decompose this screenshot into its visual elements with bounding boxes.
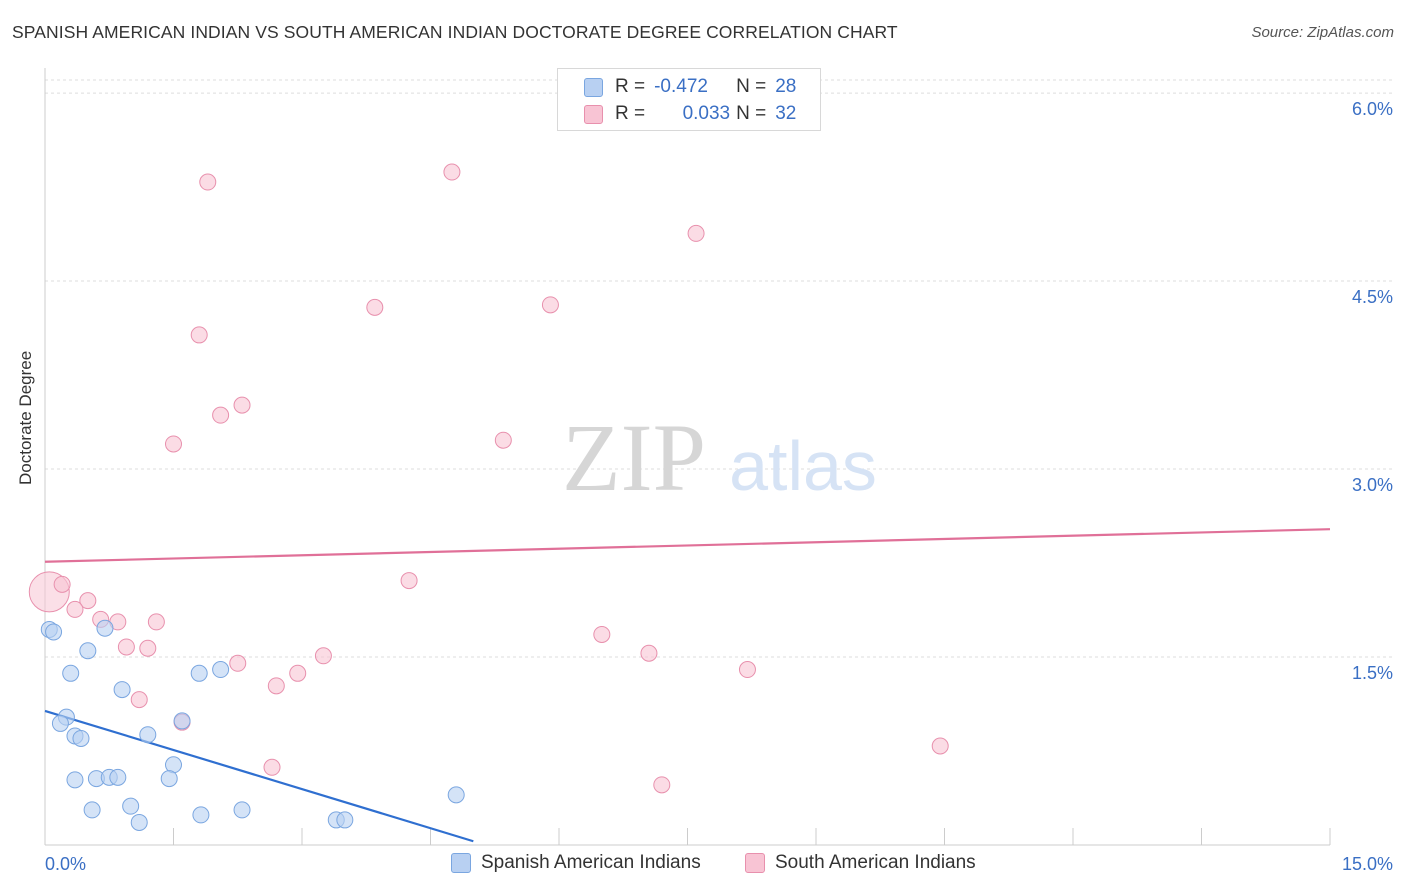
blue-data-point [122, 797, 140, 815]
pink-data-point [66, 600, 84, 618]
pink-data-point [233, 396, 251, 414]
data-points [28, 163, 949, 831]
pink-data-point [494, 431, 512, 449]
legend-row-blue: R = -0.472 N = 28 [584, 75, 796, 99]
blue-data-point [139, 726, 157, 744]
pink-data-point [653, 776, 671, 794]
legend-n-label: N = [736, 103, 767, 124]
pink-data-point [117, 638, 135, 656]
source-label: Source: ZipAtlas.com [1251, 24, 1394, 41]
blue-data-point [96, 619, 114, 637]
pink-data-point [130, 691, 148, 709]
pink-data-point [229, 654, 247, 672]
legend-swatch-blue [451, 853, 471, 873]
pink-data-point [400, 572, 418, 590]
pink-data-point [640, 644, 658, 662]
pink-data-point [289, 664, 307, 682]
pink-data-point [267, 677, 285, 695]
watermark-zip: ZIP [562, 404, 706, 511]
legend-n-label: N = [736, 76, 767, 97]
pink-data-point [314, 647, 332, 665]
x-tick-label: 15.0% [1342, 854, 1393, 874]
blue-data-point [51, 714, 69, 732]
blue-data-point [109, 768, 127, 786]
trend-lines [44, 528, 1331, 843]
legend-swatch-pink [584, 104, 603, 124]
y-tick-label: 3.0% [1352, 475, 1393, 495]
legend-r-value: 0.033 [682, 103, 731, 124]
chart-title: SPANISH AMERICAN INDIAN VS SOUTH AMERICA… [12, 22, 898, 42]
blue-data-point [336, 811, 354, 829]
pink-data-point [53, 575, 71, 593]
blue-data-point [66, 771, 84, 789]
blue-trend-line [44, 709, 474, 843]
pink-data-point [212, 406, 230, 424]
legend-item-south: South American Indians [745, 852, 976, 874]
legend-r-value: -0.472 [654, 76, 708, 97]
legend-r-label: R = [615, 103, 646, 124]
blue-data-point [83, 801, 101, 819]
legend-item-spanish: Spanish American Indians [451, 852, 701, 874]
legend-label-spanish: Spanish American Indians [481, 852, 701, 873]
y-tick-label: 4.5% [1352, 287, 1393, 307]
blue-data-point [212, 661, 230, 679]
pink-data-point [199, 173, 217, 191]
y-axis-label: Doctorate Degree [16, 350, 35, 485]
watermark: ZIP atlas [562, 404, 877, 511]
blue-data-point [45, 623, 63, 641]
pink-data-point [738, 661, 756, 679]
legend-swatch-pink [745, 853, 765, 873]
legend-n-value: 32 [775, 103, 797, 124]
blue-data-point [72, 729, 90, 747]
pink-data-point [147, 613, 165, 631]
pink-data-point [931, 737, 949, 755]
pink-data-point [263, 758, 281, 776]
legend-n-value: 28 [775, 76, 797, 97]
pink-data-point [541, 296, 559, 314]
blue-data-point [173, 712, 191, 730]
legend-swatch-blue [584, 77, 603, 97]
blue-data-point [113, 681, 131, 699]
blue-data-point [62, 664, 80, 682]
axes [44, 68, 1331, 846]
y-tick-label: 1.5% [1352, 663, 1393, 683]
pink-data-point [190, 326, 208, 344]
pink-data-point [79, 592, 97, 610]
legend-row-pink: R = 0.033 N = 32 [584, 102, 796, 126]
pink-data-point [366, 298, 384, 316]
blue-data-point [447, 786, 465, 804]
pink-data-point [165, 435, 182, 453]
tick-labels: 1.5% 3.0% 4.5% 6.0% 0.0% 15.0% [45, 99, 1393, 874]
correlation-legend: R = -0.472 N = 28 R = 0.033 N = 32 [557, 68, 821, 131]
pink-data-point [139, 639, 157, 657]
legend-r-label: R = [615, 76, 646, 97]
blue-data-point [79, 642, 97, 660]
pink-data-point [443, 163, 461, 181]
legend-label-south: South American Indians [775, 852, 976, 873]
y-tick-label: 6.0% [1352, 99, 1393, 119]
blue-data-point [233, 801, 251, 819]
gridlines [45, 79, 1392, 658]
blue-data-point [192, 806, 210, 824]
x-tick-label: 0.0% [45, 854, 86, 874]
blue-data-point [130, 813, 148, 831]
blue-data-point [190, 664, 208, 682]
blue-data-point [160, 770, 178, 788]
pink-data-point [593, 625, 611, 643]
pink-data-point [687, 224, 705, 242]
watermark-atlas: atlas [729, 427, 877, 505]
pink-trend-line [44, 528, 1331, 563]
